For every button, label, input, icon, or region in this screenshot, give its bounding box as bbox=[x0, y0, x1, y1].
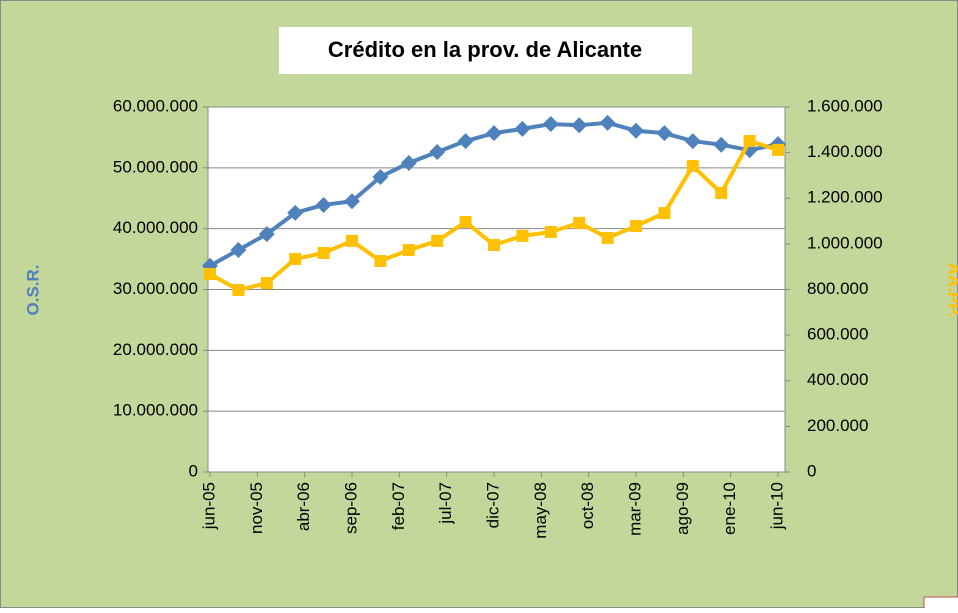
marker bbox=[346, 234, 358, 247]
x-tick-label: ene-10 bbox=[720, 482, 739, 535]
marker bbox=[289, 252, 302, 265]
corner-box bbox=[923, 596, 958, 613]
marker bbox=[684, 133, 701, 150]
marker bbox=[601, 231, 614, 244]
x-tick-label: ago-09 bbox=[673, 482, 692, 535]
y2-tick-label: 400.000 bbox=[807, 370, 868, 389]
marker bbox=[486, 125, 502, 142]
y-tick-label: 60.000.000 bbox=[113, 96, 198, 115]
marker bbox=[230, 241, 247, 258]
chart-title: Crédito en la prov. de Alicante bbox=[328, 37, 642, 62]
marker bbox=[344, 193, 360, 210]
marker bbox=[599, 114, 616, 131]
x-tick-label: jun-10 bbox=[767, 482, 786, 530]
x-tick-label: sep-06 bbox=[341, 482, 360, 534]
marker bbox=[431, 234, 444, 247]
x-tick-label: mar-09 bbox=[625, 482, 644, 536]
x-tick-label: may-08 bbox=[531, 482, 550, 539]
marker bbox=[315, 196, 332, 213]
y2-tick-label: 1.600.000 bbox=[807, 96, 883, 115]
y2-tick-label: 0 bbox=[807, 461, 816, 480]
marker bbox=[658, 207, 671, 220]
marker bbox=[571, 117, 588, 134]
y-tick-label: 30.000.000 bbox=[113, 279, 198, 298]
marker bbox=[573, 216, 586, 229]
x-tick-label: dic-07 bbox=[483, 482, 502, 528]
y-tick-label: 40.000.000 bbox=[113, 218, 198, 237]
marker bbox=[372, 168, 389, 185]
marker bbox=[457, 133, 474, 150]
y-tick-label: 10.000.000 bbox=[113, 401, 198, 420]
y2-axis-title: AA.PP. bbox=[945, 263, 958, 318]
marker bbox=[374, 254, 387, 267]
marker bbox=[656, 125, 673, 142]
x-tick-label: nov-05 bbox=[247, 482, 266, 534]
marker bbox=[542, 116, 559, 133]
marker bbox=[429, 144, 446, 161]
marker bbox=[715, 187, 728, 200]
y2-tick-label: 600.000 bbox=[807, 325, 868, 344]
x-tick-label: feb-07 bbox=[389, 482, 408, 530]
marker bbox=[743, 134, 756, 147]
marker bbox=[232, 283, 245, 296]
marker bbox=[514, 120, 531, 137]
y-axis-title: O.S.R. bbox=[23, 264, 42, 315]
marker bbox=[772, 143, 784, 156]
marker bbox=[488, 239, 500, 252]
y-tick-label: 0 bbox=[189, 461, 198, 480]
y-tick-label: 50.000.000 bbox=[113, 157, 198, 176]
marker bbox=[260, 277, 273, 290]
marker bbox=[544, 226, 557, 239]
marker bbox=[258, 226, 275, 243]
y2-tick-label: 1.200.000 bbox=[807, 188, 883, 207]
marker bbox=[713, 136, 730, 153]
marker bbox=[516, 229, 529, 242]
x-tick-label: oct-08 bbox=[578, 482, 597, 529]
marker bbox=[400, 154, 417, 171]
marker bbox=[317, 247, 330, 259]
title-box bbox=[279, 27, 692, 74]
marker bbox=[686, 160, 699, 173]
marker bbox=[630, 220, 642, 233]
y2-tick-label: 1.400.000 bbox=[807, 142, 883, 161]
marker bbox=[628, 122, 644, 139]
marker bbox=[459, 215, 472, 228]
y2-tick-label: 200.000 bbox=[807, 416, 868, 435]
marker bbox=[402, 244, 415, 257]
y2-tick-label: 800.000 bbox=[807, 279, 868, 298]
marker bbox=[204, 267, 216, 280]
marker bbox=[287, 204, 304, 221]
x-tick-label: jul-07 bbox=[436, 482, 455, 525]
x-tick-label: jun-05 bbox=[199, 482, 218, 530]
y2-tick-label: 1.000.000 bbox=[807, 233, 883, 252]
y-tick-label: 20.000.000 bbox=[113, 340, 198, 359]
x-tick-label: abr-06 bbox=[294, 482, 313, 531]
